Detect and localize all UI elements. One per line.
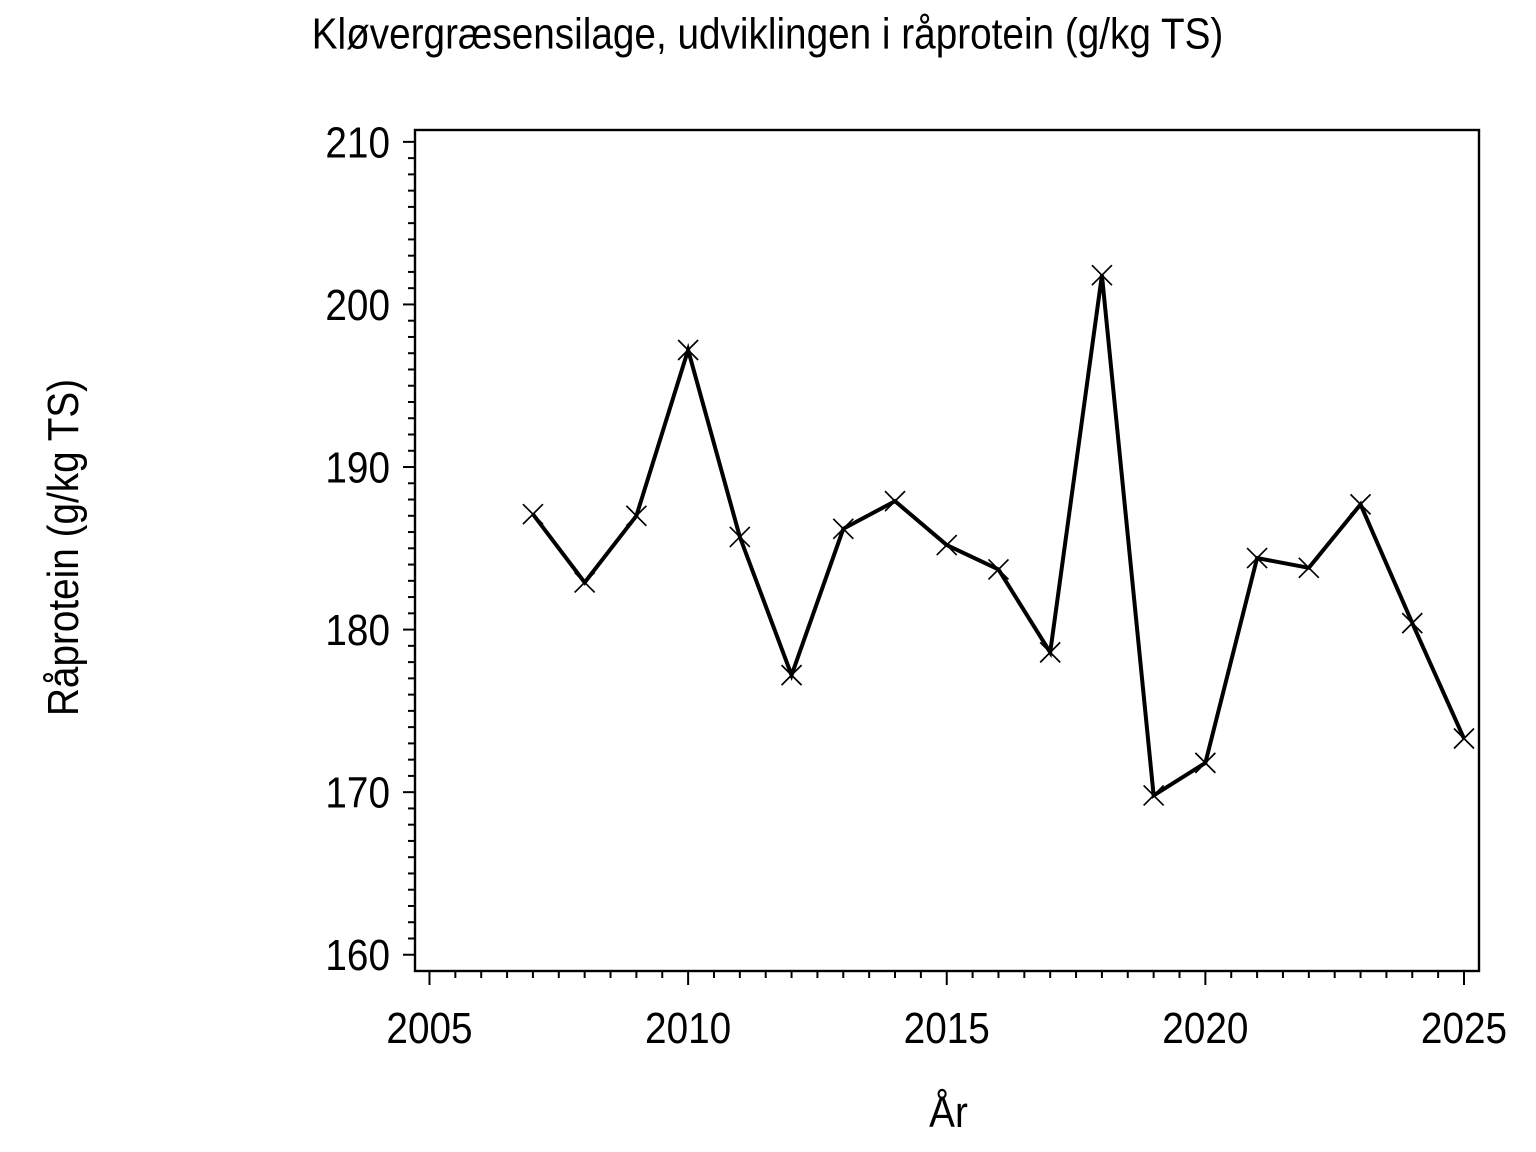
data-line (531, 274, 1466, 799)
x-marker (625, 505, 647, 527)
x-marker (884, 490, 906, 512)
y-tick-label: 160 (325, 930, 390, 980)
x-marker (574, 571, 596, 594)
data-markers (522, 264, 1475, 807)
x-marker (1298, 557, 1320, 579)
x-tick-label: 2015 (904, 1003, 990, 1053)
x-tick-labels: 2005 2010 2015 2020 2025 (386, 1003, 1507, 1053)
y-tick-labels: 160 170 180 190 200 210 (325, 117, 390, 980)
y-tick-label: 170 (325, 767, 390, 817)
x-marker (1143, 784, 1165, 807)
x-marker (1194, 752, 1216, 774)
y-tick-label: 180 (325, 605, 390, 655)
y-axis-ticks (403, 140, 415, 956)
x-tick-label: 2025 (1421, 1003, 1507, 1053)
x-marker (1246, 547, 1268, 569)
y-tick-label: 210 (325, 117, 390, 167)
x-marker (677, 339, 699, 361)
x-marker (936, 534, 958, 556)
plot-frame (413, 128, 1481, 973)
x-marker (522, 503, 544, 525)
y-tick-label: 200 (325, 280, 390, 330)
x-marker (1401, 612, 1423, 634)
x-axis-title: År (929, 1087, 968, 1137)
chart-title: Kløvergræsensilage, udviklingen i råprot… (312, 8, 1224, 58)
x-marker (780, 664, 803, 686)
frame-rect (413, 128, 1481, 973)
x-marker (729, 526, 751, 548)
x-axis-ticks (428, 971, 1465, 985)
x-tick-label: 2020 (1162, 1003, 1248, 1053)
x-tick-label: 2005 (386, 1003, 472, 1053)
series-line (531, 274, 1466, 799)
x-marker (832, 518, 854, 540)
x-marker (987, 558, 1010, 581)
x-tick-label: 2010 (645, 1003, 731, 1053)
y-axis-title: Råprotein (g/kg TS) (38, 379, 88, 716)
x-marker (1349, 493, 1372, 516)
x-marker (1453, 727, 1475, 750)
x-marker (1039, 641, 1061, 663)
x-marker (1091, 264, 1113, 286)
y-tick-label: 190 (325, 442, 390, 492)
